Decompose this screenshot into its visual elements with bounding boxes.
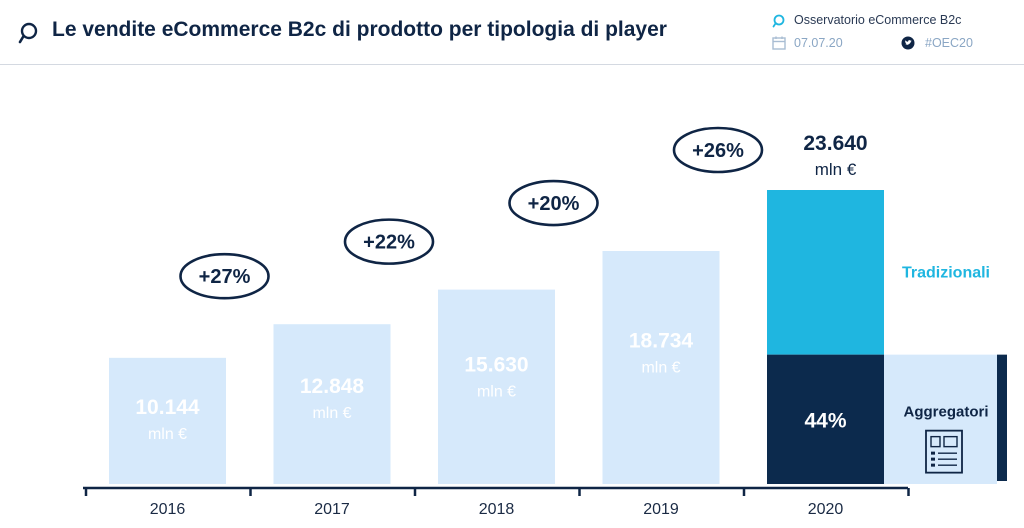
bar-2018 [438,289,555,484]
growth-ellipse [508,179,599,227]
date-label: 07.07.20 [794,36,843,50]
document-icon-bullet [931,451,935,455]
bar-value-label: 10.144 [135,396,200,419]
total-value-label: 23.640 [803,132,867,155]
bar-value-label: 15.630 [464,353,528,376]
growth-ellipse [343,218,435,265]
document-icon-box [943,435,958,448]
bar-unit-label: mln € [312,405,351,422]
growth-label: +22% [363,232,415,254]
x-tick-label: 2019 [643,501,679,518]
bar-unit-label: mln € [477,383,516,400]
x-tick-label: 2018 [479,501,515,518]
source-label: Osservatorio eCommerce B2c [794,13,962,27]
document-icon-bullet [931,457,935,461]
twitter-icon [901,36,915,50]
search-icon [772,14,785,28]
bar-2020-tradizionali [767,190,884,355]
bar-2016 [109,357,226,484]
aggregatori-band-edge [997,354,1007,481]
growth-label: +20% [528,193,580,215]
bar-unit-label: mln € [641,360,680,377]
x-tick-label: 2017 [314,501,350,518]
document-icon [925,429,963,474]
bar-2017 [273,324,391,484]
header-bar: Le vendite eCommerce B2c di prodotto per… [0,0,1024,65]
growth-label: +27% [199,266,251,288]
calendar-icon [772,36,786,50]
bar-value-label: 18.734 [629,330,694,353]
growth-ellipse [179,252,270,300]
document-icon-box [930,435,941,448]
growth-ellipse [672,126,764,174]
hashtag-label: #OEC20 [925,36,973,50]
growth-label: +26% [692,140,744,162]
bar-2019 [602,251,720,484]
bar-value-label: 12.848 [300,375,365,398]
page-title: Le vendite eCommerce B2c di prodotto per… [52,18,667,41]
x-tick-label: 2016 [150,501,186,518]
bar-2020-aggregatori [767,354,884,484]
legend-tradizionali: Tradizionali [902,264,990,281]
aggregatori-share-label: 44% [804,409,846,432]
document-icon-bullet [931,463,935,467]
legend-aggregatori: Aggregatori [903,404,988,421]
bar-unit-label: mln € [148,426,187,443]
x-tick-label: 2020 [808,501,844,518]
aggregatori-band [884,354,997,484]
search-icon [18,22,38,44]
total-unit-label: mln € [815,160,857,179]
